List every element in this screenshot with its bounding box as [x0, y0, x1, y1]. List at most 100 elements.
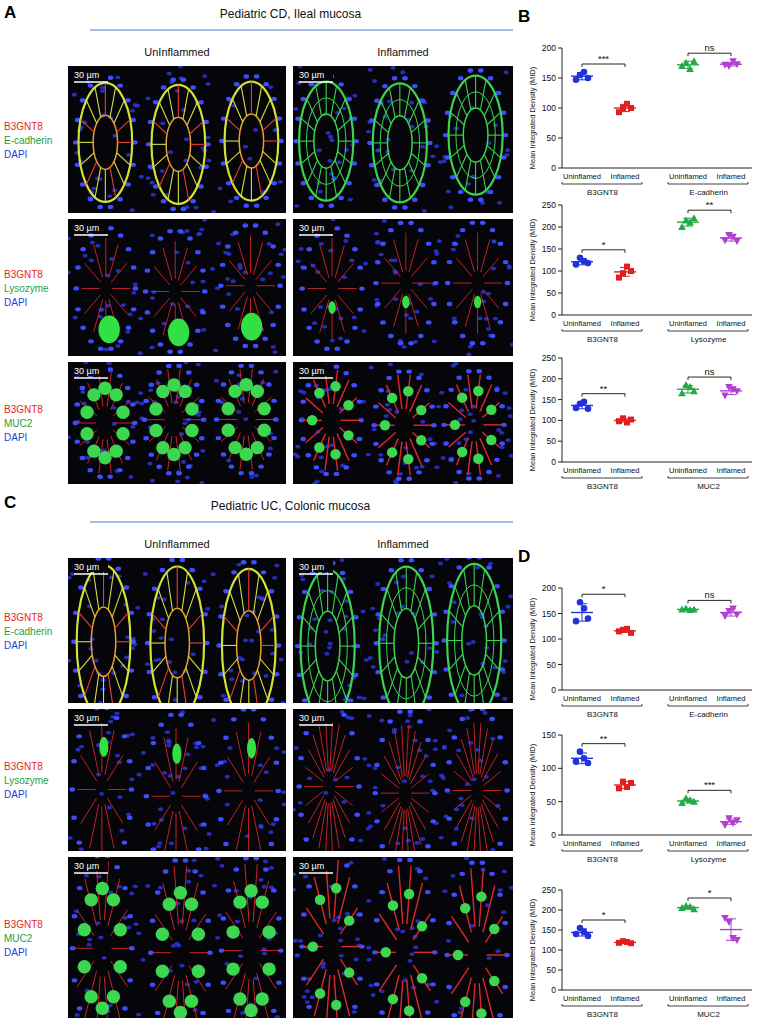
nucleus	[306, 326, 312, 330]
nucleus	[75, 1013, 80, 1017]
nucleus	[418, 228, 424, 232]
nucleus	[202, 74, 207, 78]
nucleus	[150, 918, 156, 922]
nucleus	[506, 438, 511, 442]
nucleus	[106, 362, 111, 365]
nucleus	[451, 364, 456, 368]
nucleus	[424, 388, 430, 392]
nucleus	[158, 722, 164, 726]
membrane	[327, 681, 328, 703]
nucleus	[129, 892, 134, 896]
nucleus	[438, 562, 443, 566]
nucleus	[124, 655, 129, 659]
nucleus	[160, 122, 165, 126]
b3gnt8-signal	[254, 242, 263, 275]
nucleus	[448, 205, 453, 209]
nucleus	[422, 209, 427, 213]
b3gnt8-signal	[326, 803, 329, 851]
nucleus	[415, 841, 420, 845]
b3gnt8-signal	[314, 380, 326, 407]
nucleus	[336, 160, 341, 164]
nucleus	[274, 760, 280, 764]
nucleus	[301, 391, 306, 395]
muc2-signal	[84, 893, 97, 906]
nucleus	[258, 370, 264, 374]
nucleus	[219, 864, 224, 868]
stain-label: E-cadherin	[4, 626, 52, 637]
b3gnt8-signal	[109, 245, 118, 278]
b3gnt8-signal	[411, 289, 427, 308]
nucleus	[374, 232, 379, 236]
nucleus	[188, 722, 194, 726]
nucleus	[433, 739, 438, 743]
nucleus	[490, 848, 495, 851]
b3gnt8-signal	[155, 762, 171, 788]
nucleus	[382, 197, 388, 201]
nucleus	[420, 145, 425, 149]
nucleus	[117, 83, 123, 87]
nucleus	[438, 836, 443, 840]
nucleus	[404, 313, 409, 317]
nucleus	[456, 748, 461, 752]
nucleus	[429, 574, 434, 578]
nucleus	[108, 76, 114, 80]
nucleus	[457, 418, 462, 422]
nucleus	[418, 334, 424, 338]
b3gnt8-signal	[378, 403, 395, 418]
panel-letter: C	[4, 493, 16, 512]
nucleus	[323, 472, 329, 476]
nucleus	[401, 575, 406, 579]
b3gnt8-signal	[410, 756, 426, 784]
scale-bar-label: 30 µm	[74, 713, 99, 723]
nucleus	[138, 351, 143, 355]
nucleus	[503, 260, 509, 264]
nucleus	[375, 241, 380, 245]
muc2-signal	[80, 406, 93, 419]
nucleus	[231, 279, 236, 283]
nucleus	[87, 943, 92, 947]
membrane	[186, 668, 196, 698]
muc2-signal	[403, 454, 413, 464]
nucleus	[368, 656, 373, 660]
nucleus	[491, 267, 496, 271]
nucleus	[373, 786, 378, 790]
b3gnt8-signal	[77, 910, 94, 936]
scale-bar-ground	[72, 712, 108, 723]
nucleus	[499, 404, 505, 408]
muc2-signal	[96, 882, 109, 895]
nucleus	[315, 479, 320, 483]
nucleus	[140, 958, 145, 962]
nucleus	[328, 135, 333, 139]
nucleus	[297, 66, 302, 68]
nucleus	[127, 914, 133, 918]
nucleus	[380, 637, 385, 641]
membrane	[222, 645, 237, 646]
b3gnt8-signal	[408, 731, 416, 778]
membrane	[95, 87, 101, 117]
scale-bar-label: 30 µm	[74, 366, 99, 376]
muc2-signal	[262, 925, 275, 938]
membrane	[187, 102, 197, 125]
b3gnt8-signal	[386, 438, 398, 465]
nucleus	[150, 329, 156, 333]
b3gnt8-signal	[259, 912, 276, 938]
b3gnt8-signal	[152, 796, 170, 797]
nucleus	[275, 1015, 280, 1018]
scale-bar	[299, 573, 333, 575]
nucleus	[301, 307, 307, 311]
b3gnt8-signal	[385, 258, 401, 277]
nucleus	[271, 822, 276, 826]
stain-label: DAPI	[4, 432, 27, 443]
nucleus	[508, 414, 513, 418]
nucleus	[243, 417, 248, 421]
nucleus	[253, 857, 259, 861]
membrane	[117, 120, 131, 132]
nucleus	[217, 913, 222, 917]
b3gnt8-signal	[402, 810, 405, 851]
nucleus	[158, 886, 163, 890]
nucleus	[379, 844, 385, 848]
lysozyme-signal	[98, 316, 119, 344]
nucleus	[480, 709, 486, 711]
nucleus	[439, 774, 444, 778]
nucleus	[318, 305, 323, 309]
